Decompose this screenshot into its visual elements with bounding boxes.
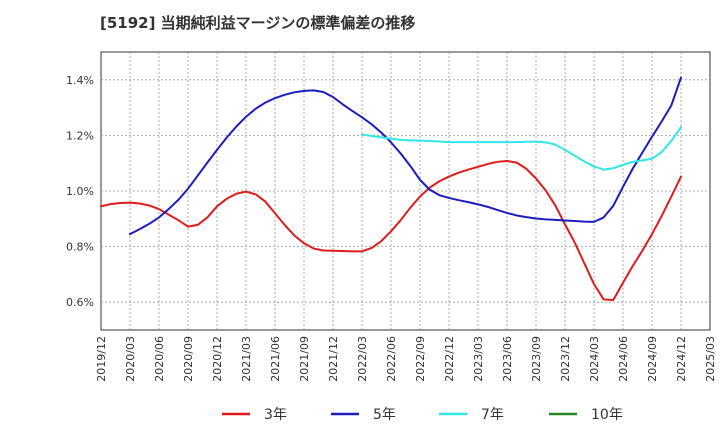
x-tick-label: 2023/03 [472, 336, 485, 382]
y-tick-label: 1.2% [66, 129, 94, 142]
x-tick-label: 2021/12 [327, 336, 340, 382]
x-tick-label: 2019/12 [95, 336, 108, 382]
x-tick-label: 2022/03 [356, 336, 369, 382]
x-tick-label: 2022/06 [385, 336, 398, 382]
axis-layer: 0.6% 0.8% 1.0% 1.2% 1.4% 2019/12 2020/03 2020/0… [66, 74, 717, 382]
series-line-2 [361, 126, 682, 171]
x-tick-label: 2024/09 [646, 336, 659, 382]
legend-label-2: 7年 [481, 407, 504, 423]
chart-title: [5192] 当期純利益マージンの標準偏差の推移 [100, 14, 416, 32]
x-tick-label: 2024/12 [675, 336, 688, 382]
x-tick-label: 2022/09 [414, 336, 427, 382]
legend: 3年 5年 7年 10年 [222, 407, 623, 423]
series-line-0 [100, 159, 682, 301]
x-tick-label: 2023/09 [530, 336, 543, 382]
y-tick-label: 1.4% [66, 74, 94, 87]
legend-label-1: 5年 [373, 407, 396, 423]
legend-label-3: 10年 [591, 407, 623, 423]
x-tick-label: 2024/06 [617, 336, 630, 382]
x-tick-label: 2020/03 [124, 336, 137, 382]
x-tick-label: 2023/06 [501, 336, 514, 382]
y-tick-label: 1.0% [66, 185, 94, 198]
x-tick-label: 2025/03 [704, 336, 717, 382]
x-tick-label: 2020/12 [211, 336, 224, 382]
series-line-1 [129, 76, 682, 236]
x-tick-label: 2021/03 [240, 336, 253, 382]
x-tick-label: 2022/12 [443, 336, 456, 382]
x-tick-label: 2024/03 [588, 336, 601, 382]
x-tick-label: 2023/12 [559, 336, 572, 382]
y-tick-label: 0.6% [66, 296, 94, 309]
x-tick-label: 2021/09 [298, 336, 311, 382]
x-tick-label: 2020/09 [182, 336, 195, 382]
y-tick-label: 0.8% [66, 241, 94, 254]
legend-label-0: 3年 [264, 407, 287, 423]
x-tick-label: 2021/06 [269, 336, 282, 382]
series-layer [100, 76, 682, 301]
grid-layer [100, 51, 711, 331]
x-tick-label: 2020/06 [153, 336, 166, 382]
